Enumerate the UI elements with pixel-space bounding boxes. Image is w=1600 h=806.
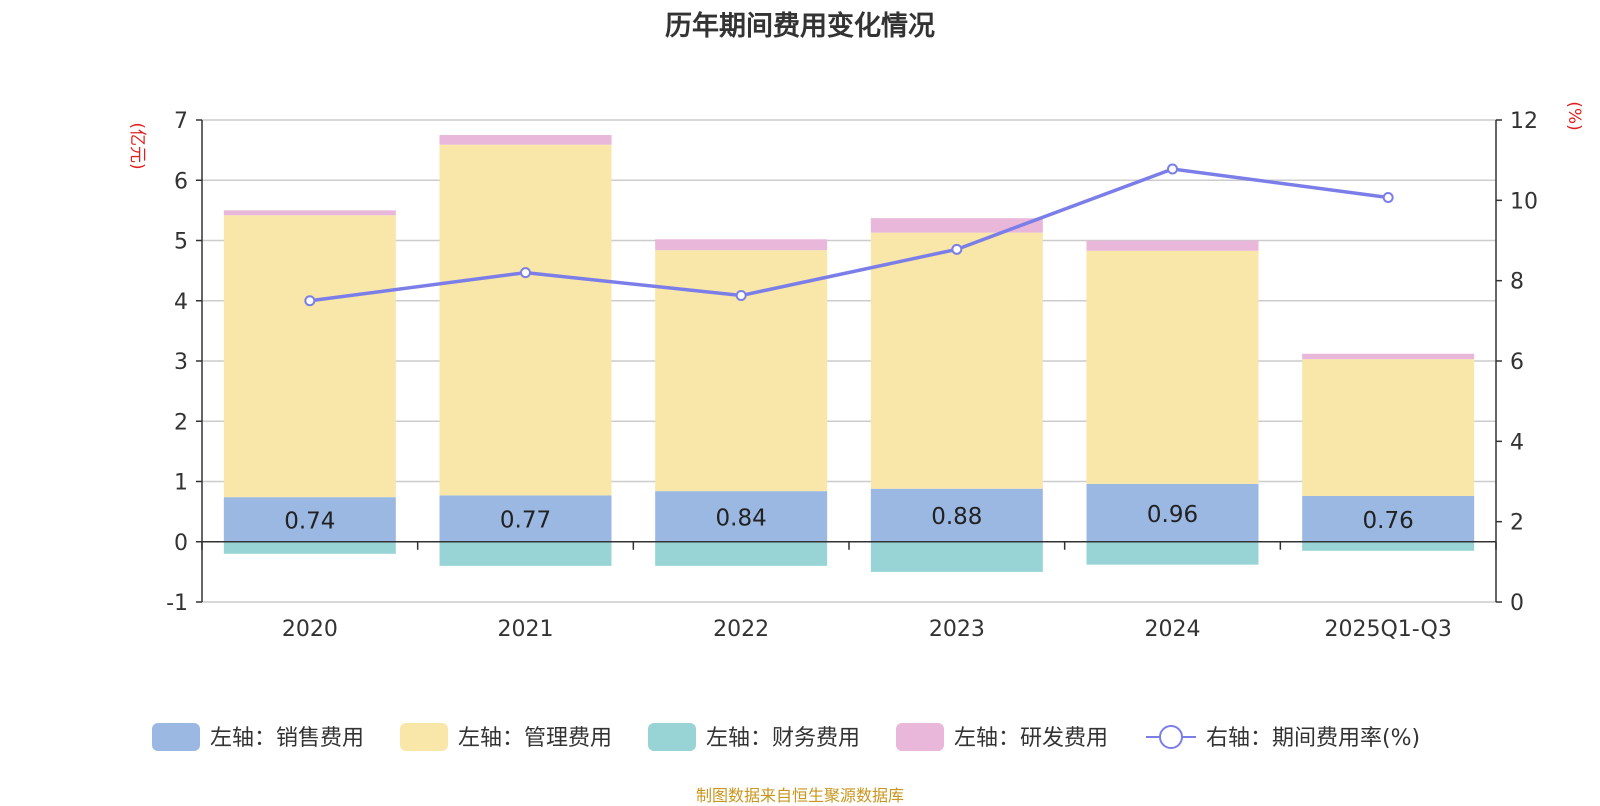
bar-sales-data-label: 0.88 (931, 504, 982, 530)
bar-management (870, 232, 1043, 489)
chart-title: 历年期间费用变化情况 (665, 11, 935, 42)
bar-sales (439, 495, 612, 542)
bar-management (655, 250, 828, 492)
rate-point (1167, 163, 1178, 175)
bar-financial (223, 541, 396, 554)
left-axis-tick-label: 0 (174, 531, 188, 556)
bar-sales-data-label: 0.77 (500, 508, 551, 534)
legend-swatch (896, 723, 944, 751)
right-axis-tick-label: 4 (1510, 430, 1524, 455)
left-axis-tick-label: -1 (166, 591, 188, 616)
left-axis-tick-label: 4 (174, 290, 188, 315)
bar-management (1302, 359, 1475, 496)
right-axis-tick-label: 12 (1510, 109, 1538, 134)
left-axis-tick-label: 2 (174, 410, 188, 435)
bar-rd (1086, 240, 1259, 251)
rate-point (304, 295, 316, 307)
right-axis-tick-label: 6 (1510, 350, 1524, 375)
rate-point (735, 290, 747, 302)
left-axis-unit: (亿元) (127, 122, 147, 169)
bar-management (223, 215, 396, 498)
bar-sales (223, 497, 396, 542)
bar-sales-data-label: 0.76 (1363, 508, 1414, 534)
left-axis-tick-label: 7 (174, 109, 188, 134)
left-axis-tick-label: 5 (174, 230, 188, 255)
left-axis-tick-label: 6 (174, 169, 188, 194)
right-axis-unit: (%) (1564, 101, 1584, 130)
rate-point (520, 267, 531, 279)
category-label: 2024 (1145, 617, 1201, 642)
category-label: 2022 (713, 617, 769, 642)
bar-sales (1086, 483, 1259, 542)
bar-rd (1302, 353, 1475, 360)
category-label: 2020 (282, 617, 338, 642)
bar-management (1086, 250, 1259, 484)
bar-sales (870, 488, 1043, 542)
source-note: 制图数据来自恒生聚源数据库 (695, 786, 904, 805)
left-axis-tick-label: 3 (174, 350, 188, 375)
legend-label: 左轴：管理费用 (458, 726, 612, 751)
legend-swatch (648, 723, 696, 751)
bar-sales-data-label: 0.74 (284, 508, 335, 534)
bar-sales (655, 491, 828, 542)
bar-management (439, 144, 612, 496)
legend-label: 左轴：研发费用 (954, 726, 1108, 751)
bar-sales (1302, 495, 1475, 542)
legend-swatch (400, 723, 448, 751)
bar-rd (655, 239, 828, 251)
bar-rd (439, 135, 612, 145)
rate-line (309, 167, 1389, 303)
legend-swatch (152, 723, 200, 751)
bar-rd (223, 210, 396, 216)
bar-financial (655, 541, 828, 566)
rate-point (1382, 192, 1394, 204)
legend-line-marker (1159, 725, 1183, 749)
bar-financial (1302, 541, 1475, 551)
rate-point (951, 243, 963, 255)
bar-financial (1086, 541, 1259, 565)
right-axis-tick-label: 10 (1510, 189, 1538, 214)
category-label: 2025Q1-Q3 (1324, 617, 1451, 642)
category-label: 2021 (498, 617, 554, 642)
legend-label: 左轴：销售费用 (210, 726, 364, 751)
bar-sales-data-label: 0.84 (716, 505, 767, 531)
legend-label: 左轴：财务费用 (706, 726, 860, 751)
bar-financial (870, 541, 1043, 572)
bar-sales-data-label: 0.96 (1147, 502, 1198, 528)
right-axis-tick-label: 8 (1510, 270, 1524, 295)
right-axis-tick-label: 2 (1510, 511, 1524, 536)
legend-label: 右轴：期间费用率(%) (1206, 726, 1420, 751)
right-axis-tick-label: 0 (1510, 591, 1524, 616)
bar-financial (439, 541, 612, 566)
category-label: 2023 (929, 617, 985, 642)
left-axis-tick-label: 1 (174, 471, 188, 496)
bar-rd (870, 218, 1043, 233)
